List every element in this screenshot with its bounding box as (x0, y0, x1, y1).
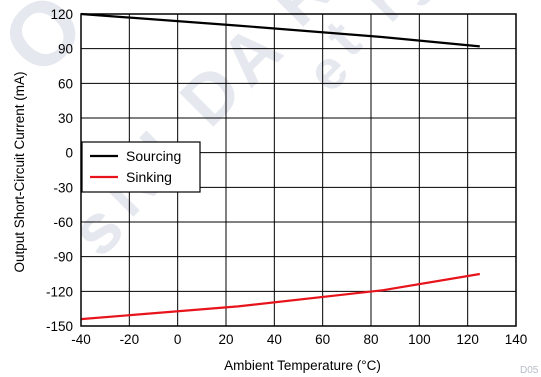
y-tick-label: 90 (58, 42, 73, 57)
x-tick-label: 140 (505, 332, 528, 347)
legend-label-sourcing: Sourcing (126, 148, 181, 164)
x-tick-label: 60 (315, 332, 330, 347)
x-tick-label: 80 (363, 332, 378, 347)
y-tick-label: 30 (58, 111, 73, 126)
x-tick-label: 20 (218, 332, 233, 347)
x-tick-label: -40 (71, 332, 91, 347)
x-tick-label: -20 (120, 332, 140, 347)
y-tick-label: -60 (53, 215, 73, 230)
figure-code: D05 (520, 365, 539, 376)
y-tick-label: 0 (65, 146, 73, 161)
y-tick-label: 60 (58, 76, 73, 91)
legend-box (81, 141, 201, 193)
series-line-sourcing (80, 12, 480, 48)
y-tick-label: -30 (53, 180, 73, 195)
watermark: ORADINstresR (0, 0, 467, 271)
x-axis-label: Ambient Temperature (°C) (224, 358, 381, 373)
x-tick-label: 40 (267, 332, 282, 347)
plot-frame (80, 13, 517, 327)
x-axis-ticks: -40 -20 0 20 40 60 80 100 120 140 (71, 332, 527, 347)
series-group (80, 12, 480, 321)
y-axis-ticks: -150 -120 -90 -60 -30 0 30 60 90 120 (46, 7, 73, 334)
legend: Sourcing Sinking (81, 141, 201, 193)
y-tick-label: -120 (46, 284, 73, 299)
x-tick-label: 0 (174, 332, 182, 347)
legend-label-sinking: Sinking (126, 169, 172, 185)
y-tick-label: -150 (46, 319, 73, 334)
x-tick-label: 120 (456, 332, 479, 347)
series-line-sinking (80, 272, 480, 321)
y-tick-label: 120 (50, 7, 73, 22)
x-tick-label: 100 (408, 332, 431, 347)
y-axis-label: Output Short-Circuit Current (mA) (12, 71, 27, 272)
y-tick-label: -90 (53, 250, 73, 265)
watermark-letter: r (352, 0, 416, 34)
